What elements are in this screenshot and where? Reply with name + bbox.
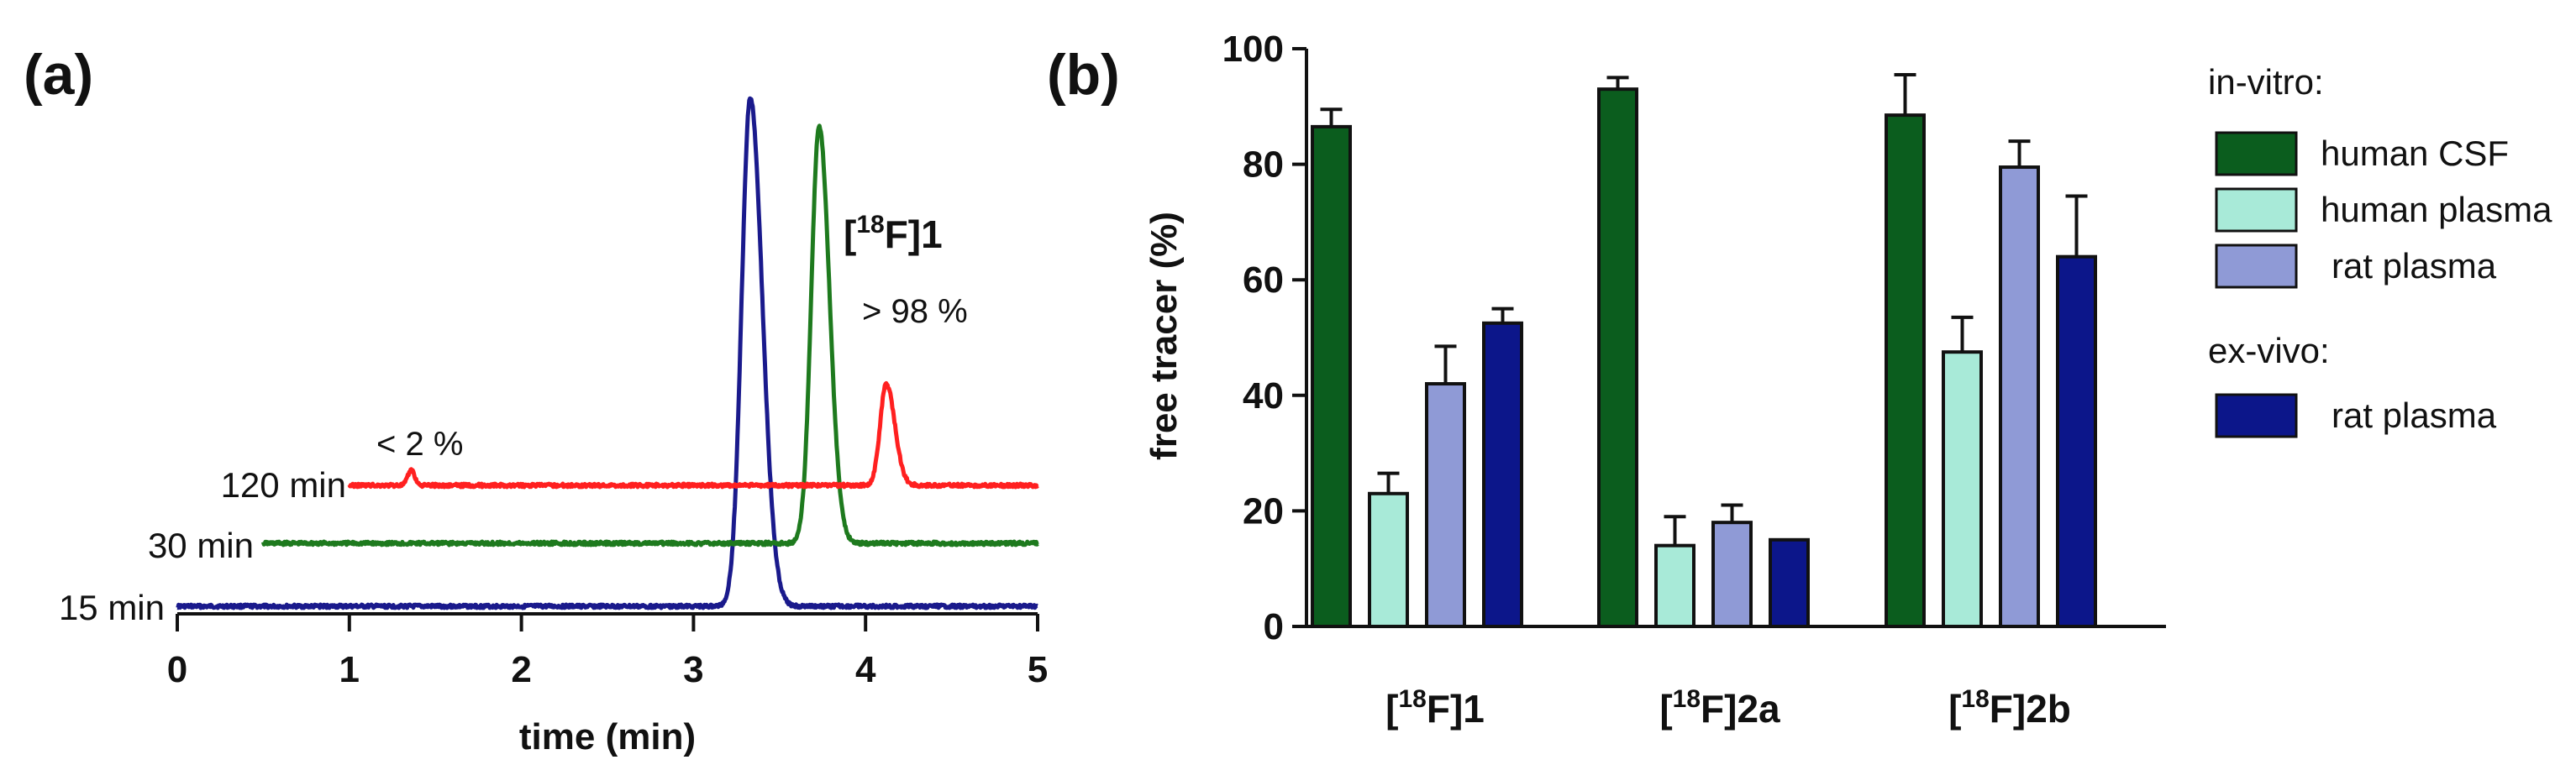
legend-title-ex-vivo: ex-vivo: <box>2208 331 2330 370</box>
panel-b-label: (b) <box>1047 43 1120 107</box>
trace-30-min <box>260 123 1039 548</box>
legend-item-rat-plasma-ex-vivo: rat plasma <box>2332 396 2497 435</box>
legend-swatch-rat-plasma-in-vitro <box>2215 244 2298 289</box>
legend-swatch-human-csf <box>2215 131 2298 176</box>
x-tick-label-4: 4 <box>855 649 876 690</box>
y-tick-label-3: 60 <box>1243 259 1284 301</box>
x-tick-label-2: 2 <box>511 649 531 690</box>
y-tick-label-4: 80 <box>1243 144 1284 186</box>
category-label-2a: [18F]2a <box>1659 685 1780 731</box>
minor-peak-annotation: < 2 % <box>376 426 463 463</box>
bar-1-in-vitro-rat-plasma <box>1425 382 1466 628</box>
category-label-1: [18F]1 <box>1385 685 1485 731</box>
bar-2-in-vitro-rat-plasma <box>1711 521 1753 628</box>
y-tick-label-1: 20 <box>1243 490 1284 532</box>
trace-label-30min: 30 min <box>148 526 254 565</box>
panel-b-y-ticks: 0 20 40 60 80 100 <box>1222 29 1306 647</box>
panel-a-traces <box>176 96 1039 610</box>
legend-swatch-human-plasma <box>2215 187 2298 233</box>
bar-1-in-vitro-human-plasma <box>1368 491 1409 629</box>
panel-a-chromatogram: (a) 0 1 2 3 4 5 time (min) 120 min 30 min 15 … <box>24 43 1048 757</box>
x-tick-label-3: 3 <box>683 649 703 690</box>
panel-a-x-ticks: 0 1 2 3 4 5 <box>167 614 1048 690</box>
bar-3-in-vitro-human-CSF <box>1885 113 1926 628</box>
panel-b-y-title: free tracer (%) <box>1143 212 1185 460</box>
bar-2-ex-vivo-rat-plasma <box>1769 537 1810 628</box>
legend-item-human-csf: human CSF <box>2321 134 2509 173</box>
y-tick-label-0: 0 <box>1264 606 1284 647</box>
y-tick-label-2: 40 <box>1243 375 1284 417</box>
x-tick-label-1: 1 <box>339 649 360 690</box>
compound-annotation: [18F]1 <box>844 211 943 256</box>
x-tick-label-0: 0 <box>167 649 187 690</box>
category-label-2b: [18F]2b <box>1948 685 2071 731</box>
trace-120-min <box>347 380 1039 490</box>
trace-15-min <box>176 96 1039 610</box>
panel-a-label: (a) <box>24 43 93 107</box>
bar-1-in-vitro-human-CSF <box>1311 124 1352 628</box>
legend: in-vitro: human CSF human plasma rat pla… <box>2208 62 2552 438</box>
legend-item-human-plasma: human plasma <box>2321 190 2552 229</box>
bar-3-in-vitro-human-plasma <box>1942 350 1983 628</box>
legend-item-rat-plasma-in-vitro: rat plasma <box>2332 246 2497 286</box>
trace-label-15min: 15 min <box>59 588 165 627</box>
x-tick-label-5: 5 <box>1028 649 1048 690</box>
major-peak-annotation: > 98 % <box>862 293 968 330</box>
trace-label-120min: 120 min <box>221 465 346 505</box>
bar-3-in-vitro-rat-plasma <box>1999 165 2040 629</box>
legend-swatch-rat-plasma-ex-vivo <box>2215 393 2298 438</box>
bar-1-ex-vivo-rat-plasma <box>1482 321 1523 628</box>
bar-2-in-vitro-human-plasma <box>1654 543 1695 628</box>
y-tick-label-5: 100 <box>1222 29 1284 70</box>
panel-b-bars <box>1311 72 2097 629</box>
panel-a-x-title: time (min) <box>519 716 696 757</box>
legend-title-in-vitro: in-vitro: <box>2208 62 2324 102</box>
bar-3-ex-vivo-rat-plasma <box>2056 254 2097 628</box>
bar-2-in-vitro-human-CSF <box>1597 87 1638 629</box>
